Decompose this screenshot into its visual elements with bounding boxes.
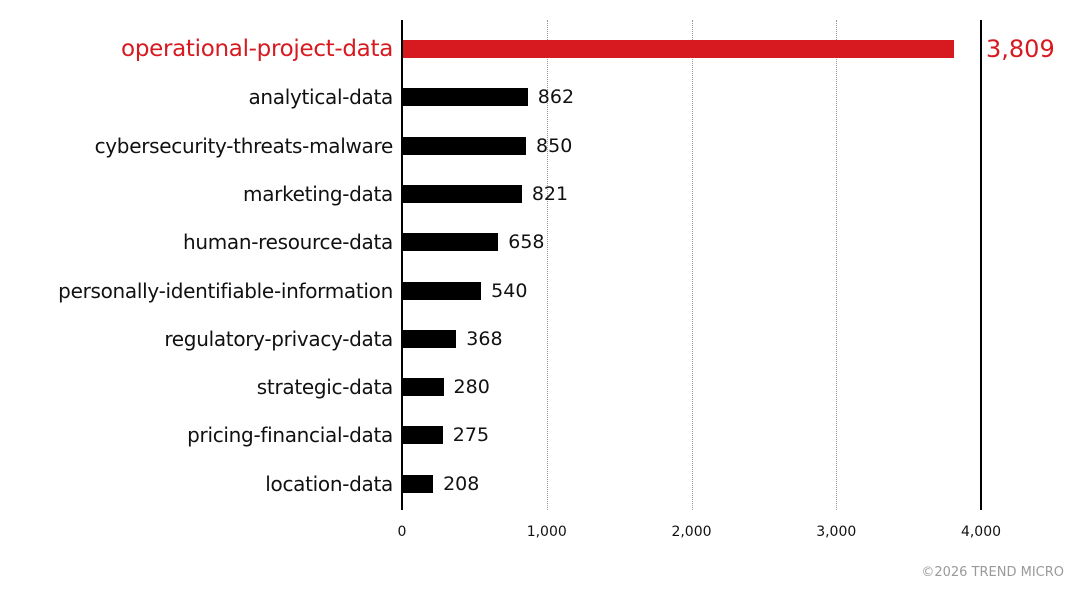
bar — [403, 426, 443, 445]
value-label: 862 — [537, 86, 575, 109]
value-label: 368 — [466, 327, 503, 350]
category-label: personally-identifiable-information — [58, 278, 393, 303]
value-label: 540 — [491, 279, 528, 302]
bar — [403, 233, 499, 252]
category-label: operational-project-data — [121, 36, 393, 62]
value-label: 3,809 — [986, 35, 1055, 63]
bar — [403, 474, 434, 493]
category-label: regulatory-privacy-data — [164, 326, 393, 351]
value-label: 850 — [536, 134, 573, 157]
bar — [403, 136, 527, 155]
category-label: strategic-data — [256, 375, 394, 400]
bar — [403, 378, 444, 397]
category-label: analytical-data — [248, 85, 393, 110]
category-label: cybersecurity-threats-malware — [94, 133, 394, 158]
x-tick-label: 3,000 — [816, 524, 857, 540]
x-tick-label: 4,000 — [960, 524, 1002, 540]
value-label: 275 — [452, 424, 490, 447]
bar — [403, 184, 522, 203]
value-label: 821 — [531, 182, 569, 205]
bar — [403, 88, 528, 107]
category-label: marketing-data — [243, 181, 393, 206]
bar — [403, 281, 482, 300]
category-label: human-resource-data — [182, 230, 393, 255]
x-tick-label: 2,000 — [671, 524, 712, 540]
gridline-1000 — [547, 20, 548, 510]
bar — [403, 40, 955, 58]
value-label: 658 — [508, 231, 545, 254]
reference-line-4000 — [980, 20, 982, 510]
category-label: location-data — [265, 471, 393, 496]
y-axis-line — [401, 20, 403, 510]
bar — [403, 329, 457, 348]
copyright-credit: ©2026 TREND MICRO — [921, 565, 1064, 580]
category-label: pricing-financial-data — [187, 423, 393, 448]
gridline-2000 — [692, 20, 693, 510]
x-tick-label: 0 — [397, 524, 407, 540]
gridline-3000 — [836, 20, 837, 510]
value-label: 208 — [443, 472, 480, 495]
x-tick-label: 1,000 — [526, 524, 567, 540]
value-label: 280 — [453, 376, 490, 399]
